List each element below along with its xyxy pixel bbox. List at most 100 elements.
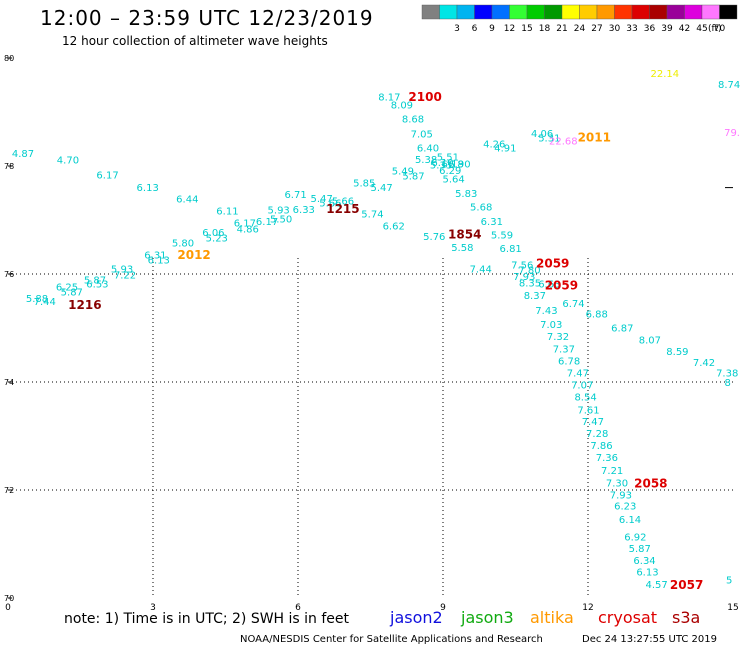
wave-height-label: 5.33 <box>430 160 452 171</box>
wave-height-label: 7.36 <box>596 453 618 464</box>
x-tick-label: 0 <box>5 603 11 613</box>
wave-height-label: 5.93 <box>111 265 133 276</box>
wave-height-label: 5.76 <box>423 232 445 243</box>
color-scale-swatch <box>526 4 545 20</box>
wave-height-label: 5 <box>726 576 732 587</box>
wave-height-label: 5.68 <box>470 203 492 214</box>
satellite-legend-cryosat: cryosat <box>598 608 658 627</box>
wave-height-label: 5.38 <box>415 155 437 166</box>
wave-height-label: 8.74 <box>718 80 740 91</box>
wave-height-label: 7.47 <box>567 368 589 379</box>
color-scale-swatch <box>561 4 580 20</box>
footer-credit: NOAA/NESDIS Center for Satellite Applica… <box>240 634 543 645</box>
wave-height-label: 7.61 <box>577 406 599 417</box>
wave-height-label: 5.80 <box>172 239 194 250</box>
x-tick-label: 3 <box>150 603 156 613</box>
color-scale-unit: (ft) <box>708 24 722 34</box>
wave-height-label: 7.93 <box>513 272 535 283</box>
wave-height-label: 5.49 <box>392 166 414 177</box>
x-tick-label: 12 <box>582 603 593 613</box>
wave-height-label: 8.54 <box>574 393 596 404</box>
chart-points: 4.874.706.176.136.446.116.175.887.446.25… <box>12 69 740 591</box>
color-scale-label: 36 <box>644 24 656 34</box>
color-scale-label: 21 <box>556 24 567 34</box>
wave-height-label: 6.31 <box>144 251 166 262</box>
x-tick-label: 9 <box>440 603 446 613</box>
color-scale-swatch <box>579 4 598 20</box>
wave-height-label: 5.31 <box>538 133 560 144</box>
wave-height-label: 5.51 <box>437 152 459 163</box>
color-scale-swatch <box>719 4 738 20</box>
wave-height-label: 7.03 <box>540 320 562 331</box>
pass-time-tag: 2100 <box>408 90 441 104</box>
wave-height-label: 7.37 <box>553 345 575 356</box>
wave-height-label: 8.09 <box>391 100 413 111</box>
wave-height-label: 6.31 <box>481 217 503 228</box>
color-scale-label: 12 <box>504 24 515 34</box>
wave-height-label: 7.30 <box>606 478 628 489</box>
color-scale-swatch <box>684 4 703 20</box>
wave-height-label: 6.53 <box>86 280 108 291</box>
wave-height-label: 5.74 <box>361 210 383 221</box>
wave-height-label: 8.59 <box>666 347 688 358</box>
color-scale-swatch <box>614 4 633 20</box>
wave-height-label: 7.38 <box>716 368 738 379</box>
color-scale-swatch <box>456 4 475 20</box>
color-scale-swatch <box>701 4 720 20</box>
wave-height-label: 8.37 <box>524 291 546 302</box>
wave-height-label: 5.66 <box>319 199 341 210</box>
wave-height-label: 7.07 <box>571 381 593 392</box>
wave-height-label: 5.23 <box>206 233 228 244</box>
wave-height-label: 4.26 <box>483 139 505 150</box>
wave-height-label: 6.88 <box>586 309 608 320</box>
wave-height-label: 8 <box>724 378 730 389</box>
wave-height-label: 6.92 <box>624 532 646 543</box>
wave-height-label: 6.10 <box>431 158 453 169</box>
wave-height-label: 6.06 <box>202 228 224 239</box>
pass-time-tag: 1216 <box>68 298 101 312</box>
color-scale-label: 70 <box>714 24 726 34</box>
wave-height-label: 4.06 <box>531 129 553 140</box>
wave-height-label: 7.28 <box>586 429 608 440</box>
wave-height-label: 6.90 <box>448 159 470 170</box>
satellite-legend-jason2: jason2 <box>390 608 443 627</box>
wave-height-label: 6.34 <box>633 556 655 567</box>
satellite-legend-jason3: jason3 <box>461 608 514 627</box>
color-scale-label: 39 <box>661 24 673 34</box>
color-scale-label: 15 <box>521 24 532 34</box>
wave-height-label: 6.62 <box>383 221 405 232</box>
x-tick-label: 6 <box>295 603 301 613</box>
wave-height-label: 7.80 <box>518 266 540 277</box>
page-title: 12:00 – 23:59 UTC 12/23/2019 <box>40 6 374 30</box>
wave-height-label: 7.44 <box>34 297 56 308</box>
wave-height-label: 6.25 <box>56 282 78 293</box>
wave-height-label: 6.18 <box>442 159 464 170</box>
wave-height-label: 79. <box>724 128 740 139</box>
wave-height-label: 6.17 <box>234 219 256 230</box>
wave-height-label: 6.87 <box>611 323 633 334</box>
wave-height-label: 6.33 <box>293 205 315 216</box>
wave-height-label: 22.68 <box>549 137 578 148</box>
pass-time-tag: 1215 <box>326 202 359 216</box>
wave-height-label: 6.63 <box>538 280 560 291</box>
wave-height-label: 7.32 <box>547 332 569 343</box>
wave-height-label: 6.81 <box>500 244 522 255</box>
wave-height-label: 5.93 <box>268 206 290 217</box>
color-scale-label: 30 <box>609 24 621 34</box>
wave-height-label: 6.13 <box>148 255 170 266</box>
color-scale-swatch <box>509 4 528 20</box>
wave-height-label: 4.70 <box>57 156 79 167</box>
generated-timestamp: Dec 24 13:27:55 UTC 2019 <box>582 634 717 645</box>
wave-height-label: 5.85 <box>353 179 375 190</box>
wave-height-label: 5.88 <box>26 294 48 305</box>
wave-height-label: 5.87 <box>402 172 424 183</box>
wave-height-label: 8.68 <box>402 114 424 125</box>
wave-height-label: 7.86 <box>590 441 612 452</box>
wave-height-label: 5.47 <box>370 183 392 194</box>
color-scale-legend: 3 6 9 12 15 18 21 24 27 30 33 36 39 42 45 70(ft) <box>421 4 738 34</box>
wave-height-label: 7.21 <box>601 466 623 477</box>
wave-height-label: 5.87 <box>61 287 83 298</box>
wave-height-label: 8.35 <box>519 279 541 290</box>
